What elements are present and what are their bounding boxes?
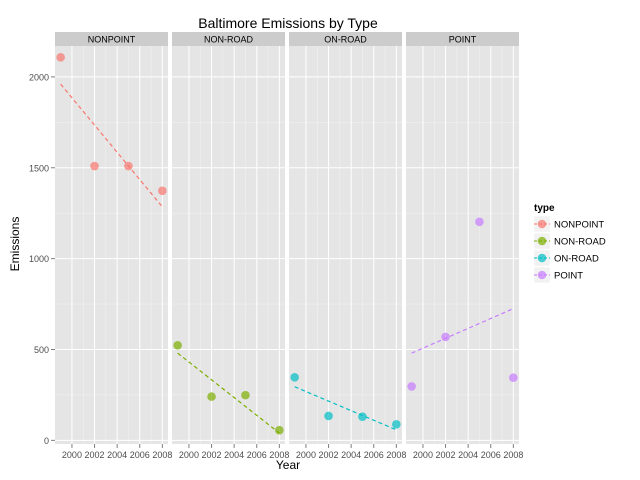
data-point — [441, 332, 450, 342]
y-tick-label: 1000 — [29, 254, 49, 264]
x-axis-label: Year — [276, 458, 300, 472]
panel-background — [172, 46, 285, 444]
x-tick-label: 2008 — [269, 450, 289, 460]
facet-strip — [406, 32, 519, 46]
panel-background — [406, 46, 519, 444]
data-point — [124, 161, 133, 171]
data-point — [207, 392, 216, 401]
chart-title: Baltimore Emissions by Type — [198, 15, 378, 31]
y-tick-label: 1500 — [29, 163, 49, 173]
legend-label: ON-ROAD — [554, 254, 599, 265]
data-point — [56, 53, 65, 62]
x-tick-label: 2002 — [436, 450, 456, 460]
x-tick-label: 2006 — [130, 450, 150, 460]
legend-label: POINT — [554, 271, 583, 282]
panel-background — [55, 46, 168, 444]
data-point — [324, 411, 333, 421]
x-tick-label: 2004 — [224, 450, 244, 460]
trend-line — [60, 83, 163, 208]
data-point — [290, 373, 299, 382]
x-tick-label: 2000 — [413, 450, 433, 460]
facet-strip-label: NON-ROAD — [204, 35, 253, 45]
x-tick-label: 2008 — [503, 450, 523, 460]
facet-strip — [289, 32, 402, 46]
facet-strip-label: ON-ROAD — [324, 35, 367, 45]
y-tick-label: 2000 — [29, 72, 49, 82]
x-tick-label: 2006 — [481, 450, 501, 460]
trend-line — [411, 308, 514, 354]
data-point — [407, 382, 416, 391]
y-tick-label: 500 — [34, 345, 49, 355]
data-point — [275, 425, 284, 435]
x-tick-label: 2004 — [107, 450, 127, 460]
panel-background — [289, 46, 402, 444]
x-tick-label: 2006 — [247, 450, 267, 460]
trend-line — [294, 386, 397, 431]
x-tick-label: 2002 — [319, 450, 339, 460]
x-tick-label: 2002 — [202, 450, 222, 460]
facet-panel-on-road: ON-ROAD 2000 2002 2004 2006 2008 — [289, 32, 406, 460]
facet-panel-nonpoint: NONPOINT 2000 2002 2004 2006 2008 — [55, 32, 172, 460]
data-point — [358, 412, 367, 421]
data-point — [475, 217, 484, 227]
data-point — [392, 420, 401, 429]
x-tick-label: 2000 — [296, 450, 316, 460]
facet-strip — [55, 32, 168, 46]
data-point — [509, 373, 518, 382]
x-tick-label: 2004 — [458, 450, 478, 460]
x-tick-label: 2002 — [85, 450, 105, 460]
legend-label: NONPOINT — [554, 220, 604, 231]
y-axis: 0 500 1000 1500 2000 — [29, 72, 55, 446]
facet-panel-non-road: NON-ROAD 2000 2002 2004 2006 2008 — [172, 32, 289, 460]
y-tick-label: 0 — [44, 436, 49, 446]
x-tick-label: 2004 — [341, 450, 361, 460]
facet-strip — [172, 32, 285, 46]
data-point — [158, 186, 167, 196]
x-tick-label: 2000 — [62, 450, 82, 460]
legend: type NONPOINT NON-ROAD ON-ROAD POINT — [533, 203, 606, 284]
trend-line — [177, 352, 280, 434]
y-axis-label: Emissions — [8, 217, 22, 272]
x-tick-label: 2006 — [364, 450, 384, 460]
data-point — [173, 341, 182, 350]
legend-title: type — [534, 203, 555, 214]
x-tick-label: 2008 — [152, 450, 172, 460]
legend-label: NON-ROAD — [554, 237, 606, 248]
facet-panel-point: POINT 2000 2002 2004 2006 2008 — [406, 32, 523, 460]
x-tick-label: 2000 — [179, 450, 199, 460]
x-tick-label: 2008 — [386, 450, 406, 460]
data-point — [90, 161, 99, 171]
facet-strip-label: NONPOINT — [88, 35, 136, 45]
facet-strip-label: POINT — [449, 35, 477, 45]
data-point — [241, 390, 250, 400]
